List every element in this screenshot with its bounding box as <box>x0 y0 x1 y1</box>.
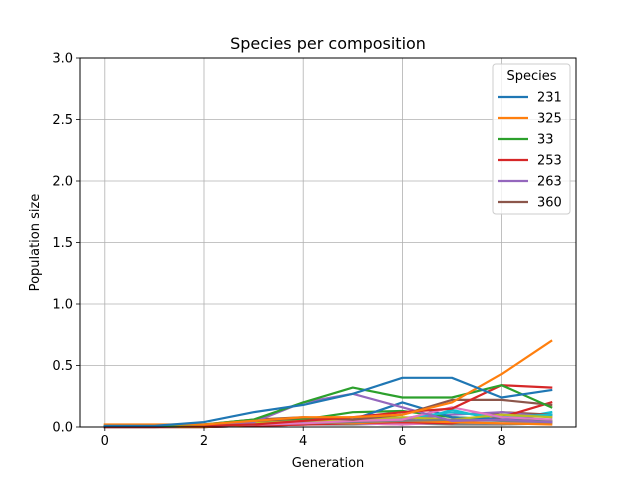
y-tick-label: 2.0 <box>52 175 73 190</box>
y-tick-label: 0.5 <box>52 359 73 374</box>
x-tick-label: 4 <box>299 434 307 449</box>
y-tick-label: 3.0 <box>52 52 73 67</box>
legend-title: Species <box>506 69 556 84</box>
legend-label: 33 <box>537 133 554 148</box>
y-tick-label: 0.0 <box>52 421 73 436</box>
legend-label: 325 <box>537 112 562 127</box>
y-axis-ticks: 0.0 0.5 1.0 1.5 2.0 2.5 3.0 <box>52 52 80 436</box>
chart-title: Species per composition <box>230 34 426 53</box>
legend-box <box>492 63 571 215</box>
legend-label: 253 <box>537 154 562 169</box>
x-axis-label: Generation <box>292 456 365 471</box>
x-axis-ticks: 0 2 4 6 8 <box>101 427 506 449</box>
x-tick-label: 8 <box>497 434 505 449</box>
legend: Species 231 325 33 253 263 360 <box>492 63 571 215</box>
legend-label: 231 <box>537 91 562 106</box>
series-lines <box>103 339 553 429</box>
y-tick-label: 2.5 <box>52 113 73 128</box>
legend-label: 360 <box>537 196 562 211</box>
x-tick-label: 2 <box>200 434 208 449</box>
x-tick-label: 0 <box>101 434 109 449</box>
legend-label: 263 <box>537 175 562 190</box>
series-line-253 <box>103 384 553 429</box>
y-axis-label: Population size <box>28 194 43 292</box>
series-line-231 <box>103 376 553 427</box>
y-tick-label: 1.0 <box>52 298 73 313</box>
y-tick-label: 1.5 <box>52 236 73 251</box>
legend-items: 231 325 33 253 263 360 <box>498 91 562 211</box>
x-tick-label: 6 <box>398 434 406 449</box>
